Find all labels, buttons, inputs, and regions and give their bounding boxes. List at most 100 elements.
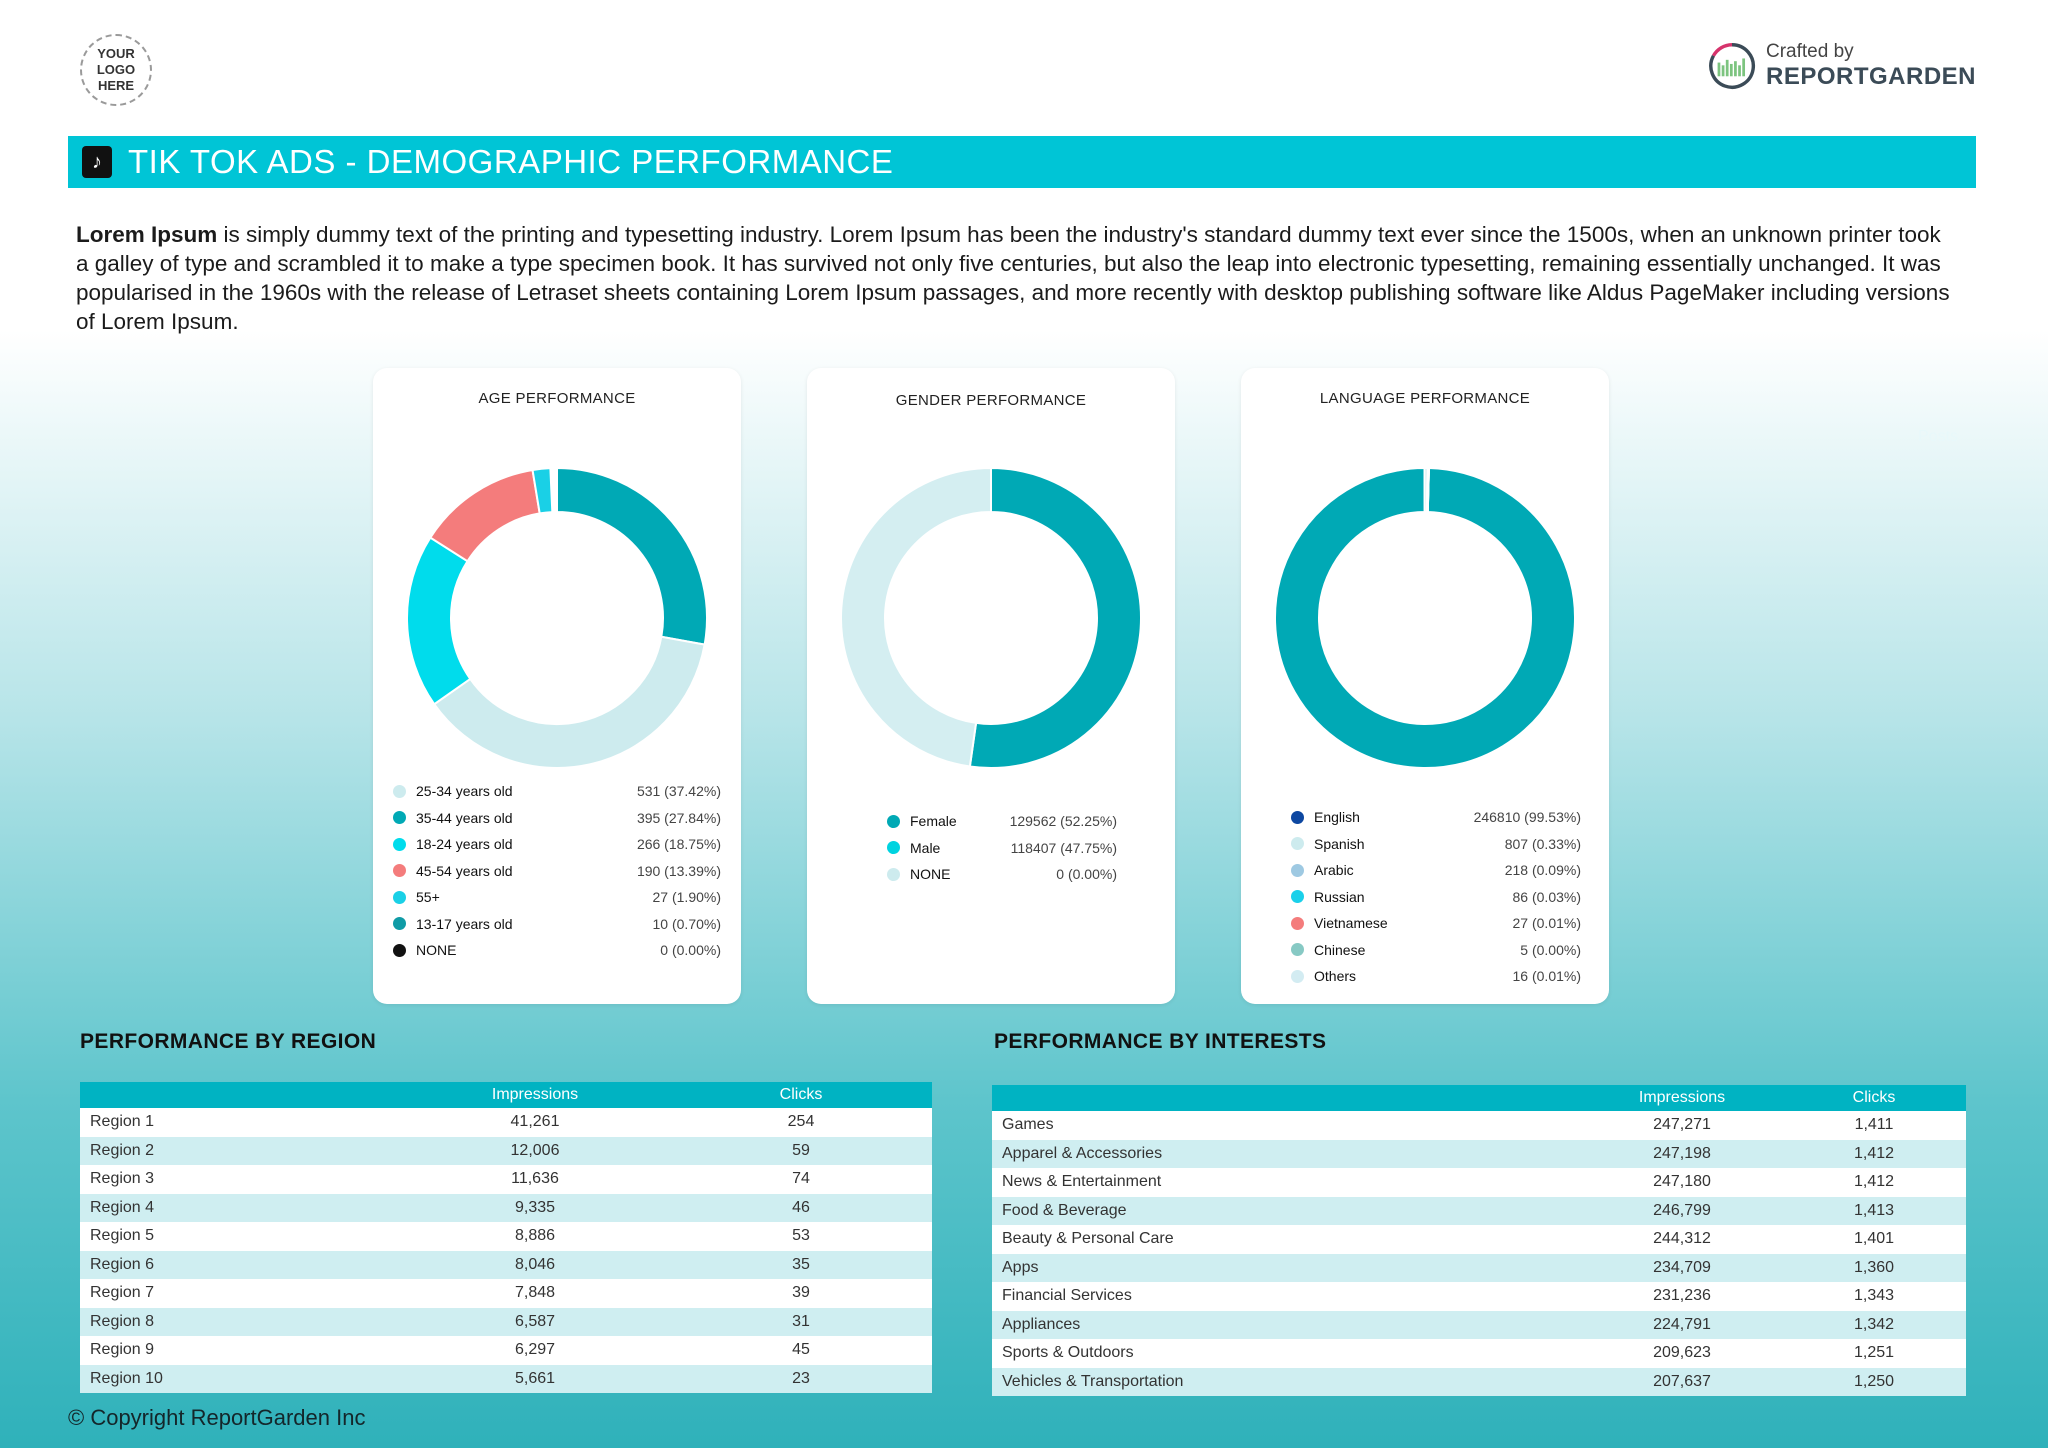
legend-label: Russian [1314,888,1365,905]
region-name-cell: Region 8 [80,1307,400,1336]
age-chart-title: AGE PERFORMANCE [478,390,636,407]
faint-posts-label: Posts [1918,428,1959,445]
legend-swatch [887,814,900,828]
legend-swatch [1291,916,1304,930]
legend-item: 18-24 years old 266 (18.75%) [393,831,721,858]
region-impressions-cell: 8,046 [400,1250,670,1279]
brand-logo: Crafted by REPORTGARDEN [1708,28,1976,104]
interest-name-cell: Sports & Outdoors [992,1339,1582,1368]
region-impressions-cell: 12,006 [400,1136,670,1165]
region-clicks-cell: 53 [670,1222,932,1251]
table-row: Region 7 7,848 39 [80,1279,932,1308]
region-name-cell: Region 1 [80,1108,400,1137]
legend-value: 118407 (47.75%) [1010,839,1117,856]
table-row: Beauty & Personal Care 244,312 1,401 [992,1225,1966,1254]
legend-label: 25-34 years old [416,783,513,800]
interest-impressions-cell: 234,709 [1582,1253,1782,1282]
legend-item: Arabic 218 (0.09%) [1291,857,1581,884]
legend-label: Vietnamese [1314,915,1388,932]
interest-clicks-cell: 1,412 [1782,1168,1966,1197]
legend-swatch [1291,890,1304,904]
legend-item: Russian 86 (0.03%) [1291,884,1581,911]
legend-label: Female [910,813,957,830]
interest-impressions-cell: 247,271 [1582,1111,1782,1140]
table-row: Region 10 5,661 23 [80,1364,932,1393]
interest-name-cell: Games [992,1111,1582,1140]
legend-item: 45-54 years old 190 (13.39%) [393,858,721,885]
legend-item: 25-34 years old 531 (37.42%) [393,778,721,805]
legend-label: NONE [910,866,951,883]
legend-item: Spanish 807 (0.33%) [1291,831,1581,858]
intro-paragraph: Lorem Ipsum is simply dummy text of the … [76,220,1956,336]
legend-item: 55+ 27 (1.90%) [393,884,721,911]
table-row: Food & Beverage 246,799 1,413 [992,1196,1966,1225]
legend-item: Male 118407 (47.75%) [887,835,1117,862]
legend-label: 45-54 years old [416,862,513,879]
region-impressions-cell: 5,661 [400,1364,670,1393]
donut-slice [841,468,992,768]
gender-chart-title: GENDER PERFORMANCE [895,392,1087,409]
language-donut-chart [1275,468,1575,768]
interests-header-name [992,1085,1582,1111]
language-performance-card: LANGUAGE PERFORMANCE English 246810 (99.5… [1241,368,1609,1004]
legend-swatch [1291,837,1304,851]
tiktok-icon: ♪ [82,146,112,178]
table-row: Region 2 12,006 59 [80,1136,932,1165]
table-row: Region 1 41,261 254 [80,1108,932,1137]
legend-label: 35-44 years old [416,809,513,826]
donut-slice [432,635,706,768]
interest-impressions-cell: 231,236 [1582,1282,1782,1311]
legend-value: 10 (0.70%) [652,915,721,932]
region-name-cell: Region 4 [80,1193,400,1222]
interests-table: Impressions Clicks Games 247,271 1,411 Appa… [992,1085,1966,1396]
interest-name-cell: Beauty & Personal Care [992,1225,1582,1254]
region-clicks-cell: 46 [670,1193,932,1222]
legend-label: Chinese [1314,941,1366,958]
legend-value: 807 (0.33%) [1504,835,1581,852]
age-performance-card: AGE PERFORMANCE 25-34 years old 531 (37.4… [373,368,741,1004]
language-chart-title: LANGUAGE PERFORMANCE [1319,390,1531,407]
region-clicks-cell: 39 [670,1279,932,1308]
gender-donut-chart [841,468,1141,768]
legend-label: Others [1314,968,1357,985]
interest-name-cell: Vehicles & Transportation [992,1367,1582,1396]
age-donut-chart [407,468,707,768]
region-name-cell: Region 6 [80,1250,400,1279]
region-name-cell: Region 2 [80,1136,400,1165]
interest-clicks-cell: 1,401 [1782,1225,1966,1254]
interest-name-cell: News & Entertainment [992,1168,1582,1197]
legend-swatch [1291,969,1304,983]
region-header-impressions: Impressions [400,1082,670,1108]
region-header-clicks: Clicks [670,1082,932,1108]
brand-name: REPORTGARDEN [1765,63,1976,90]
table-row: Region 8 6,587 31 [80,1307,932,1336]
region-name-cell: Region 9 [80,1336,400,1365]
table-row: News & Entertainment 247,180 1,412 [992,1168,1966,1197]
table-row: Apps 234,709 1,360 [992,1253,1966,1282]
legend-item: NONE 0 (0.00%) [887,861,1117,888]
legend-swatch [393,943,406,957]
logo-line: LOGO [96,62,136,77]
legend-value: 27 (0.01%) [1512,915,1581,932]
table-row: Sports & Outdoors 209,623 1,251 [992,1339,1966,1368]
interests-header-impressions: Impressions [1582,1085,1782,1111]
region-clicks-cell: 254 [670,1108,932,1137]
region-impressions-cell: 8,886 [400,1222,670,1251]
legend-value: 218 (0.09%) [1504,862,1581,879]
legend-item: Vietnamese 27 (0.01%) [1291,910,1581,937]
legend-label: English [1314,809,1360,826]
legend-swatch [393,890,406,904]
table-row: Region 5 8,886 53 [80,1222,932,1251]
interest-name-cell: Food & Beverage [992,1196,1582,1225]
interest-name-cell: Appliances [992,1310,1582,1339]
legend-value: 27 (1.90%) [652,889,721,906]
legend-value: 0 (0.00%) [1056,866,1117,883]
interest-impressions-cell: 224,791 [1582,1310,1782,1339]
legend-label: 55+ [416,889,440,906]
region-name-cell: Region 10 [80,1364,400,1393]
interest-name-cell: Financial Services [992,1282,1582,1311]
legend-value: 0 (0.00%) [660,942,721,959]
logo-placeholder: YOUR LOGO HERE [80,34,152,106]
interest-clicks-cell: 1,250 [1782,1367,1966,1396]
interest-impressions-cell: 247,180 [1582,1168,1782,1197]
